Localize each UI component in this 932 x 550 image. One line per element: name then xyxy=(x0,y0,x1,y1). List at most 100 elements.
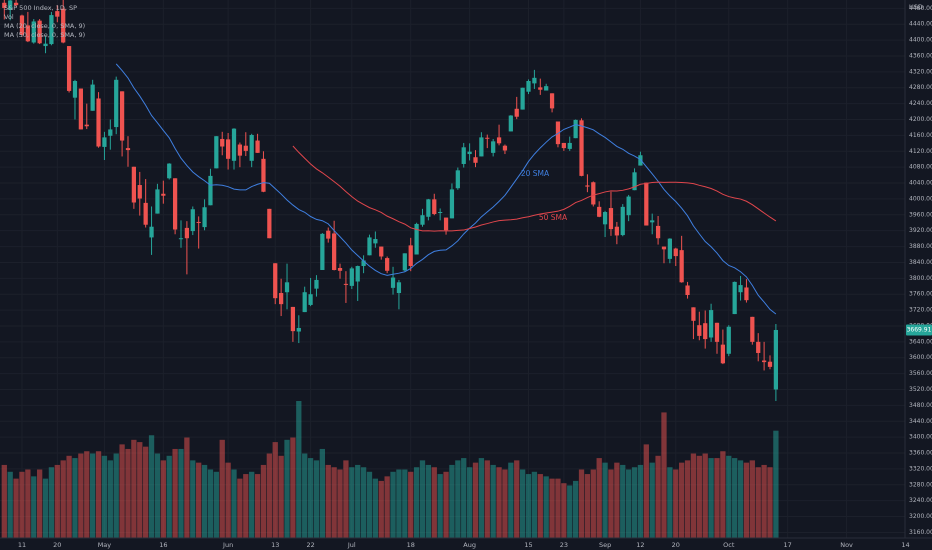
candle-body xyxy=(608,208,614,230)
candle-body xyxy=(367,237,372,256)
volume-bar xyxy=(219,439,225,538)
candle-body xyxy=(37,20,42,44)
volume-bar xyxy=(696,455,702,538)
volume-bar xyxy=(755,467,761,538)
x-tick-label: 15 xyxy=(524,541,532,549)
candle-body xyxy=(137,185,142,199)
volume-bar xyxy=(449,464,455,538)
volume-bar xyxy=(661,412,667,538)
candle-body xyxy=(538,87,543,90)
volume-bar xyxy=(466,467,473,538)
candle-body xyxy=(602,212,608,225)
candle-body xyxy=(72,80,78,98)
candle-body xyxy=(249,134,254,161)
candle-body xyxy=(2,2,7,8)
candle-body xyxy=(355,266,360,282)
candle-body xyxy=(667,238,672,259)
last-price-label: 3669.91 xyxy=(907,326,932,333)
candle-body xyxy=(167,163,172,179)
volume-bar xyxy=(101,455,108,538)
candle-body xyxy=(703,323,708,340)
volume-bar xyxy=(673,469,679,538)
candle-body xyxy=(679,250,684,283)
volume-bar xyxy=(502,469,508,538)
y-tick-label: 3160.00 xyxy=(909,529,932,536)
candle-body xyxy=(620,206,625,236)
volume-bar xyxy=(113,453,119,538)
y-tick-label: 4400.00 xyxy=(909,37,932,44)
volume-bar xyxy=(655,455,661,538)
candle-body xyxy=(514,108,519,117)
volume-bar xyxy=(284,439,290,538)
volume-bar xyxy=(761,464,767,538)
volume-bar xyxy=(390,471,396,538)
candle-body xyxy=(738,285,743,293)
y-tick-label: 4200.00 xyxy=(909,116,932,123)
candle-body xyxy=(119,91,125,141)
x-tick-label: 14 xyxy=(901,541,909,549)
volume-bar xyxy=(166,455,172,538)
y-tick-label: 3320.00 xyxy=(909,465,932,472)
sma-line xyxy=(115,63,777,315)
volume-bar xyxy=(478,458,485,538)
candle-body xyxy=(650,220,655,223)
candle-body xyxy=(314,279,319,289)
y-tick-label: 3240.00 xyxy=(909,497,932,504)
volume-bar xyxy=(266,453,272,538)
volume-bar xyxy=(19,471,25,538)
volume-bar xyxy=(602,462,608,538)
candle-body xyxy=(461,147,466,164)
candle-body xyxy=(96,98,101,147)
candle-body xyxy=(773,329,779,390)
axes: 3160.00 3200.00 3240.00 3280.00 3320.00 3360.… xyxy=(18,5,932,549)
volume-bar xyxy=(496,467,502,538)
y-tick-label: 3400.00 xyxy=(909,434,932,441)
y-tick-label: 4080.00 xyxy=(909,164,932,171)
y-tick-label: 4320.00 xyxy=(909,68,932,75)
volume-bar xyxy=(143,446,149,538)
candle-body xyxy=(13,2,19,6)
candle-body xyxy=(267,208,272,239)
candle-body xyxy=(479,137,484,157)
volume-bar xyxy=(343,460,349,538)
candle-body xyxy=(485,137,490,139)
volume-bar xyxy=(178,448,184,538)
y-tick-label: 3520.00 xyxy=(909,386,932,393)
candle-body xyxy=(161,193,166,196)
candle-body xyxy=(402,253,407,271)
x-tick-label: Sep xyxy=(599,541,611,549)
candle-body xyxy=(214,136,219,169)
candle-body xyxy=(597,206,602,217)
candle-body xyxy=(426,199,431,217)
volume-bar xyxy=(78,453,84,538)
candle-body xyxy=(496,137,502,144)
y-tick-label: 3720.00 xyxy=(909,307,932,314)
volume-bar xyxy=(461,458,467,538)
legend-item: MA (20, close, 0, SMA, 9) xyxy=(4,22,85,30)
volume-bar xyxy=(402,469,408,538)
candles xyxy=(2,0,779,402)
volume-bar xyxy=(1,464,7,538)
candle-body xyxy=(143,202,148,225)
y-tick-label: 4280.00 xyxy=(909,84,932,91)
volume-bar xyxy=(437,474,443,538)
candle-body xyxy=(379,246,384,257)
candle-body xyxy=(726,326,731,354)
candle-body xyxy=(237,144,243,156)
candle-body xyxy=(326,230,331,239)
volume-bar xyxy=(484,460,490,538)
y-tick-label: 4160.00 xyxy=(909,132,932,139)
candle-body xyxy=(19,15,25,35)
volume-bar xyxy=(561,483,567,538)
candle-body xyxy=(561,142,566,149)
x-tick-label: Aug xyxy=(463,541,476,549)
volume-bar xyxy=(48,467,55,538)
volume-bar xyxy=(36,469,43,538)
volume-bar xyxy=(690,453,697,538)
y-tick-label: 3960.00 xyxy=(909,211,932,218)
candle-body xyxy=(208,175,213,206)
volume-bar xyxy=(643,444,649,538)
volume-bar xyxy=(396,469,402,538)
candle-body xyxy=(408,245,413,267)
candle-body xyxy=(714,322,720,342)
